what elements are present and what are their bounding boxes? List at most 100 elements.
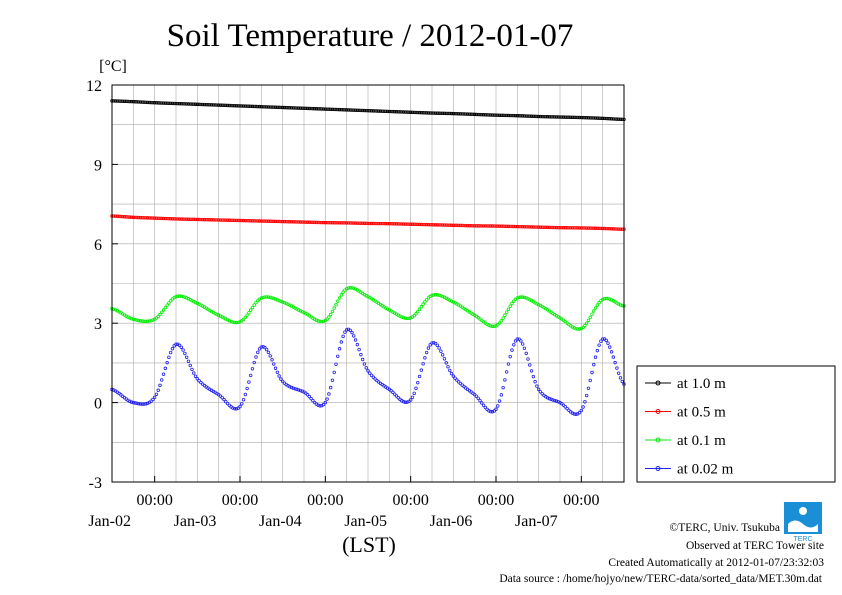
legend: at 1.0 m at 0.5 m at 0.1 m at 0.02 m: [636, 365, 836, 483]
data-point: [234, 104, 239, 108]
data-point: [200, 217, 205, 222]
data-point: [343, 108, 347, 112]
data-point: [181, 294, 185, 299]
data-point: [565, 406, 569, 411]
data-point: [295, 387, 299, 392]
data-point: [131, 317, 136, 321]
data-point: [597, 343, 601, 347]
data-point: [275, 370, 280, 374]
data-point: [193, 374, 198, 378]
data-point: [576, 327, 580, 331]
data-point: [371, 375, 376, 379]
data-point: [430, 223, 434, 227]
data-point: [305, 393, 310, 397]
data-point: [510, 113, 514, 118]
data-point: [568, 115, 573, 119]
data-point: [302, 106, 306, 110]
data-point: [442, 223, 447, 227]
data-point: [204, 102, 208, 107]
data-point: [328, 107, 333, 111]
data-point: [165, 216, 169, 221]
data-point: [503, 113, 507, 118]
data-point: [508, 354, 512, 359]
data-point: [128, 316, 132, 320]
data-point: [506, 224, 511, 229]
data-point: [279, 219, 283, 224]
data-point: [220, 396, 224, 400]
data-point: [423, 300, 427, 304]
data-point: [256, 104, 260, 109]
data-point: [352, 221, 356, 225]
data-point: [298, 388, 303, 393]
data-point: [200, 102, 205, 107]
data-point: [593, 226, 598, 230]
data-point: [346, 108, 351, 112]
data-point: [558, 115, 562, 119]
data-point: [231, 406, 235, 410]
legend-marker: [655, 380, 661, 386]
data-point: [289, 220, 294, 224]
data-point: [344, 287, 349, 291]
data-point: [609, 117, 614, 121]
data-point: [144, 216, 148, 220]
data-point: [368, 109, 372, 113]
data-point: [437, 111, 441, 115]
data-point: [583, 226, 587, 230]
data-point: [311, 106, 315, 111]
data-point: [360, 357, 365, 362]
data-point: [154, 101, 159, 105]
data-point: [188, 102, 192, 106]
data-point: [600, 337, 605, 341]
data-point: [328, 221, 333, 225]
data-point: [336, 299, 340, 303]
data-point: [426, 222, 431, 227]
data-point: [232, 218, 237, 223]
data-point: [131, 215, 136, 220]
data-point: [277, 219, 281, 224]
data-point: [456, 223, 461, 228]
data-point: [417, 110, 422, 115]
data-point: [462, 112, 466, 116]
data-point: [225, 218, 230, 222]
data-point: [453, 111, 457, 116]
data-point: [332, 107, 336, 112]
data-point: [517, 224, 521, 229]
data-point: [266, 350, 271, 355]
data-point: [451, 374, 456, 378]
data-point: [225, 401, 230, 406]
data-point: [263, 295, 267, 299]
data-point: [348, 328, 352, 333]
legend-label: at 0.5 m: [677, 405, 726, 421]
data-point: [430, 341, 434, 345]
data-point: [481, 224, 486, 228]
data-point: [492, 409, 496, 413]
data-point: [334, 302, 338, 307]
data-point: [296, 388, 301, 392]
data-point: [222, 103, 226, 108]
data-point: [336, 354, 340, 358]
data-point: [439, 223, 443, 227]
data-point: [432, 223, 436, 227]
data-point: [583, 400, 587, 404]
data-point: [369, 221, 374, 226]
data-point: [366, 108, 370, 113]
data-point: [576, 115, 580, 120]
data-point: [152, 101, 157, 105]
data-point: [595, 226, 600, 230]
data-point: [512, 299, 516, 303]
data-point: [154, 392, 159, 396]
data-point: [606, 116, 610, 121]
data-point: [469, 112, 473, 116]
data-point: [424, 222, 429, 227]
data-point: [138, 402, 143, 406]
data-point: [158, 101, 162, 105]
data-point: [588, 226, 592, 230]
data-point: [293, 106, 297, 110]
data-point: [487, 323, 491, 327]
data-point: [321, 107, 326, 111]
data-point: [174, 342, 178, 347]
data-point: [209, 218, 214, 222]
data-point: [478, 398, 482, 403]
data-point: [556, 115, 560, 119]
data-point: [236, 104, 240, 108]
